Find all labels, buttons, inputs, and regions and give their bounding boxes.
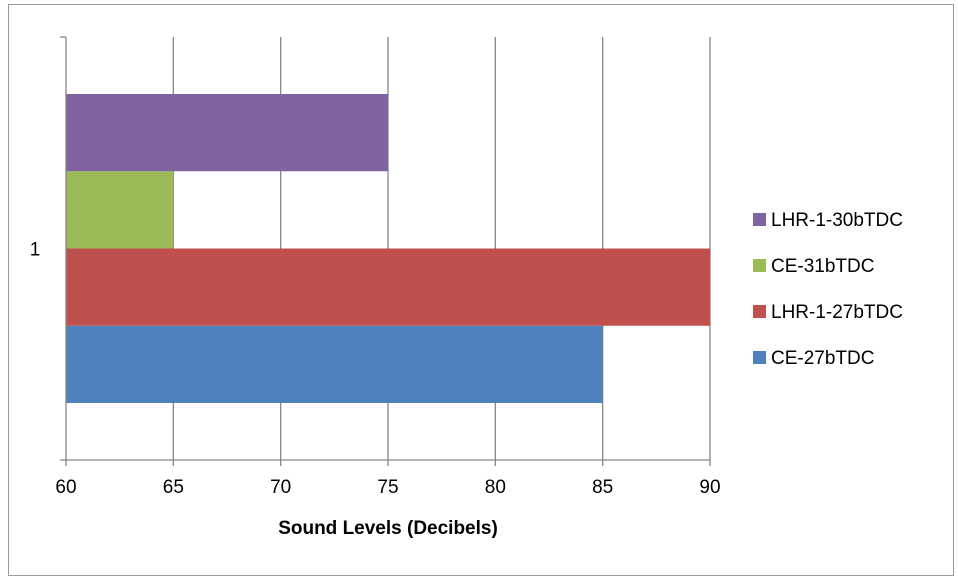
axes xyxy=(60,36,711,466)
x-tick-label-80: 80 xyxy=(485,477,506,498)
bar-chart: 60 65 70 75 80 85 901 Sound Levels (Decibels) … xyxy=(30,36,903,539)
x-tick-label-85: 85 xyxy=(592,477,613,498)
bars xyxy=(66,94,710,403)
bar-CE-27bTDC xyxy=(66,325,603,403)
legend-label-CE-27bTDC: CE-27bTDC xyxy=(771,348,874,369)
x-tick-label-75: 75 xyxy=(377,477,398,498)
legend-swatch-LHR-1-27bTDC xyxy=(753,305,766,318)
x-tick-label-65: 65 xyxy=(163,477,184,498)
legend-swatch-CE-27bTDC xyxy=(753,351,766,364)
tick-labels: 60 65 70 75 80 85 90 1 xyxy=(30,240,721,499)
legend-label-CE-31bTDC: CE-31bTDC xyxy=(771,256,874,277)
legend-label-LHR-1-27bTDC: LHR-1-27bTDC xyxy=(771,302,903,323)
y-tick-label-1: 1 xyxy=(30,240,41,261)
bar-LHR-1-30bTDC xyxy=(66,94,388,172)
x-axis-title: Sound Levels (Decibels) xyxy=(278,518,498,539)
legend-label-LHR-1-30bTDC: LHR-1-30bTDC xyxy=(771,210,903,231)
legend: LHR-1-30bTDC CE-31bTDC LHR-1-27bTDC CE-27bT… xyxy=(753,210,903,369)
x-tick-label-60: 60 xyxy=(55,477,76,498)
chart-area: 60 65 70 75 80 85 90 1 Sound Levels (Decibels) … xyxy=(8,4,954,576)
bar-LHR-1-27bTDC xyxy=(66,248,710,326)
legend-swatch-LHR-1-30bTDC xyxy=(753,213,766,226)
x-tick-label-70: 70 xyxy=(270,477,291,498)
legend-swatch-CE-31bTDC xyxy=(753,259,766,272)
x-tick-label-90: 90 xyxy=(699,477,720,498)
bar-CE-31bTDC xyxy=(66,171,174,249)
